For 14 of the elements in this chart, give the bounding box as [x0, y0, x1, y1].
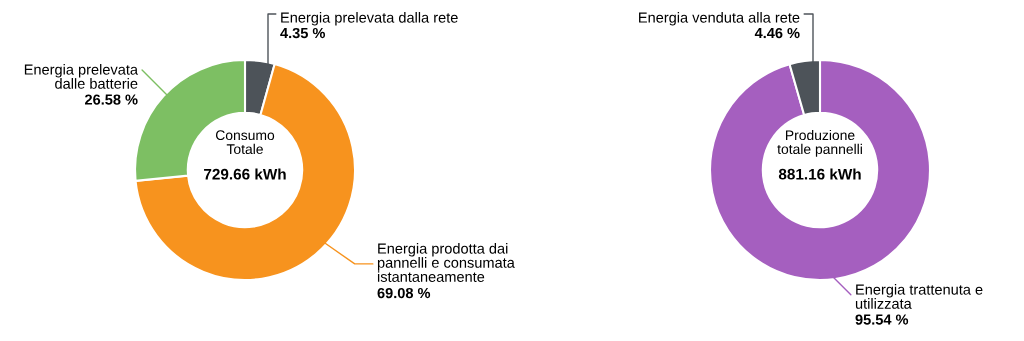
slice-label: Energia prodotta dai pannelli e consumata istantaneamente [377, 243, 515, 282]
slice-label: Energia trattenuta e utilizzata [855, 284, 983, 309]
data-label: 95.54 % [855, 314, 909, 325]
text: 729.66 kWh [204, 168, 286, 180]
text: Consumo Totale [215, 130, 275, 155]
data-label: 4.35 % [280, 27, 326, 39]
slice-label: Energia venduta alla rete [639, 12, 800, 26]
slice-label: Energia prelevata dalle batterie [24, 64, 139, 89]
text: 881.16 kWh [778, 168, 861, 180]
slice-label: Energia prelevata dalla rete [281, 12, 458, 26]
data-label: 26.58 % [85, 94, 138, 105]
data-label: 4.46 % [754, 27, 800, 39]
text: Produzione totale pannelli [777, 129, 862, 157]
data-label: 69.08 % [377, 287, 431, 299]
